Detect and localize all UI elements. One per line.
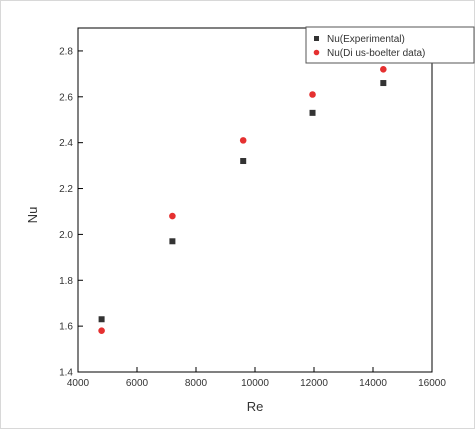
legend-marker-circle bbox=[313, 49, 320, 56]
y-axis: 1.4 1.6 1.8 2.0 2.2 2.4 2.6 2.8 bbox=[59, 46, 83, 379]
legend: Nu(Experimental) Nu(Di us-boelter data) bbox=[305, 26, 475, 64]
y-tick-label: 2.6 bbox=[59, 92, 73, 103]
data-point-dittus-boelter bbox=[380, 65, 387, 73]
legend-box bbox=[305, 26, 475, 64]
y-axis-title: Nu bbox=[25, 207, 40, 224]
x-axis-title: Re bbox=[247, 399, 264, 414]
x-tick-label: 8000 bbox=[185, 378, 208, 389]
data-point-experimental bbox=[169, 238, 176, 245]
x-tick-label: 6000 bbox=[126, 378, 149, 389]
data-points bbox=[98, 65, 387, 335]
legend-label: Nu(Experimental) bbox=[327, 34, 405, 45]
x-tick-label: 12000 bbox=[300, 378, 328, 389]
x-axis: 4000 6000 8000 10000 12000 14000 16000 bbox=[67, 367, 446, 389]
x-tick-label: 4000 bbox=[67, 378, 90, 389]
y-tick-label: 2.4 bbox=[59, 138, 73, 149]
data-point-dittus-boelter bbox=[98, 327, 105, 335]
legend-marker-square bbox=[314, 36, 319, 41]
data-point-experimental bbox=[309, 109, 316, 116]
data-point-dittus-boelter bbox=[239, 137, 247, 144]
plot-area bbox=[77, 27, 433, 373]
y-tick-label: 2.0 bbox=[59, 230, 73, 241]
y-tick-label: 2.2 bbox=[59, 184, 73, 195]
y-tick-label: 1.4 bbox=[59, 368, 73, 379]
x-tick-label: 10000 bbox=[241, 378, 269, 389]
legend-label: Nu(Di us-boelter data) bbox=[327, 48, 425, 59]
x-tick-label: 16000 bbox=[418, 378, 446, 389]
y-tick-label: 2.8 bbox=[59, 46, 73, 57]
data-point-dittus-boelter bbox=[309, 91, 316, 98]
data-point-dittus-boelter bbox=[169, 212, 176, 220]
data-point-experimental bbox=[380, 80, 387, 87]
y-tick-label: 1.6 bbox=[59, 322, 73, 333]
x-tick-label: 14000 bbox=[359, 378, 387, 389]
data-point-experimental bbox=[240, 158, 247, 165]
data-point-experimental bbox=[98, 316, 105, 323]
y-tick-label: 1.8 bbox=[59, 276, 73, 287]
